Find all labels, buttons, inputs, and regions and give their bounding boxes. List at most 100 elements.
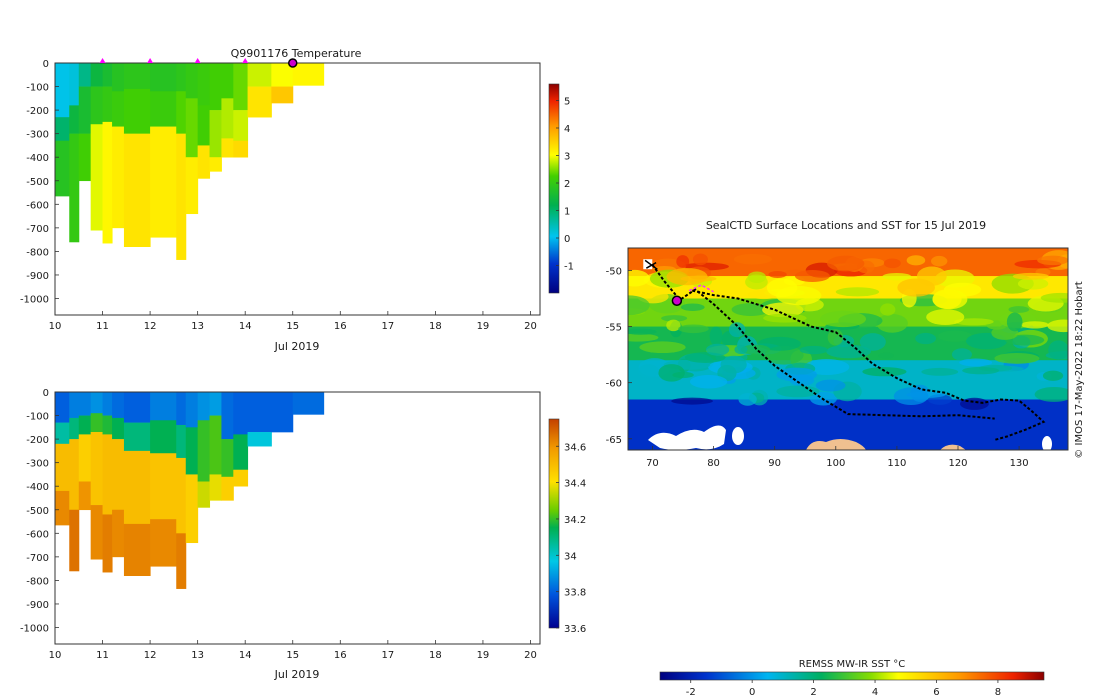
heatmap-cell [123, 63, 151, 90]
map-title: SealCTD Surface Locations and SST for 15… [706, 219, 986, 232]
sst-texture-blob [1034, 386, 1068, 402]
surface-marker [242, 58, 249, 63]
sst-texture-blob [827, 329, 844, 346]
sst-texture-blob [678, 324, 709, 334]
heatmap-cell [90, 86, 104, 125]
heatmap-cell [112, 439, 125, 511]
seal-track-line [651, 264, 678, 297]
heatmap-cell [69, 392, 80, 419]
sst-texture-blob [776, 367, 818, 382]
y-tick-label: -800 [26, 576, 49, 587]
heatmap-cell [55, 140, 70, 197]
x-tick-label: 20 [524, 650, 537, 661]
heatmap-cell [102, 121, 113, 244]
sst-texture-blob [883, 258, 901, 269]
y-tick-label: 0 [43, 388, 49, 399]
sst-texture-blob [738, 393, 757, 406]
heatmap-cell [123, 523, 151, 577]
x-tick-label: 20 [524, 321, 537, 332]
sst-texture-blob [915, 332, 937, 345]
y-tick-label: -100 [26, 412, 49, 423]
start-cluster-marks [644, 259, 658, 270]
sst-texture-blob [1006, 312, 1023, 332]
y-tick-label: -500 [26, 506, 49, 517]
heatmap-cell [209, 392, 222, 416]
sst-texture-blob [658, 364, 685, 382]
colorbar-tick-label: -1 [564, 262, 574, 273]
land-patch [806, 439, 866, 450]
heatmap-cell [150, 91, 177, 127]
heatmap-cell [123, 88, 151, 134]
sst-texture-blob [951, 348, 972, 361]
sst-texture-blob [954, 318, 994, 326]
heatmap-cell [197, 105, 211, 146]
sst-colorbar [659, 671, 1045, 681]
heatmap-cell [69, 509, 80, 572]
sst-texture-blob [862, 367, 907, 377]
heatmap-cell [233, 392, 249, 435]
heatmap-cell [112, 126, 125, 229]
colorbar-tick-label: 2 [564, 179, 570, 190]
heatmap-cell [55, 392, 70, 423]
heatmap-cell [185, 63, 199, 99]
heatmap-cell [102, 392, 113, 416]
heatmap-cell [197, 392, 211, 421]
sst-texture-blob [776, 385, 820, 398]
sst-texture-blob [766, 278, 798, 298]
sst-texture-blob [689, 374, 728, 389]
sst-texture-blob [960, 397, 989, 410]
heatmap-cell [221, 63, 234, 99]
y-tick-label: -55 [606, 323, 622, 334]
heatmap-cell [69, 439, 80, 511]
x-tick-label: 12 [144, 650, 157, 661]
colorbar-tick-label: 0 [564, 234, 570, 245]
heatmap-cell [292, 392, 325, 415]
heatmap-cell [233, 63, 249, 111]
y-tick-label: -200 [26, 106, 49, 117]
heatmap-cell [221, 98, 234, 139]
heatmap-cell [55, 443, 70, 492]
sst-texture-blob [932, 289, 962, 309]
heatmap-cell [123, 133, 151, 248]
heatmap-cell [197, 63, 211, 106]
colorbar-tick-label: 6 [933, 687, 939, 698]
x-tick-label: 15 [286, 650, 299, 661]
heatmap-cell [102, 415, 113, 435]
heatmap-cell [185, 157, 199, 215]
heatmap-cell [271, 63, 294, 87]
sst-texture-blob [692, 253, 708, 266]
sst-texture-blob [994, 352, 1040, 364]
sst-texture-blob [726, 314, 751, 322]
heatmap-cell [78, 133, 92, 182]
x-tick-label: 18 [429, 321, 442, 332]
colorbar-tick-label: 34.6 [564, 442, 586, 453]
sst-texture-blob [799, 345, 828, 355]
sst-texture-blob [878, 352, 894, 359]
heatmap-cell [292, 63, 325, 86]
y-tick-label: -400 [26, 153, 49, 164]
heatmap-cell [176, 63, 187, 92]
sst-texture-blob [628, 295, 650, 316]
heatmap-cell [55, 117, 70, 142]
ice-patch [1042, 436, 1052, 450]
heatmap-cell [176, 457, 187, 534]
sst-texture-blob [926, 309, 965, 326]
heatmap-cell [55, 422, 70, 445]
heatmap-cell [209, 474, 222, 501]
x-tick-label: 13 [191, 321, 204, 332]
y-tick-label: -100 [26, 83, 49, 94]
temperature-panel: 10 11 12 13 14 15 16 17 18 19 20 0-100-200-300-400… [20, 47, 574, 353]
sst-texture-blob [1040, 292, 1068, 303]
sst-texture-blob [768, 271, 787, 279]
colorbar-tick-label: 2 [810, 687, 816, 698]
colorbar-tick-label: 4 [564, 124, 570, 135]
sst-texture-blob [880, 303, 896, 316]
sst-texture-blob [638, 364, 659, 378]
current-profile-marker [287, 58, 298, 68]
colorbar-tick-label: 34.4 [564, 479, 586, 490]
heatmap-cell [150, 420, 177, 454]
heatmap-cell [233, 434, 249, 471]
heatmap-cell [176, 392, 187, 426]
temperature-colorbar [548, 83, 560, 294]
sst-texture-blob [826, 344, 871, 359]
